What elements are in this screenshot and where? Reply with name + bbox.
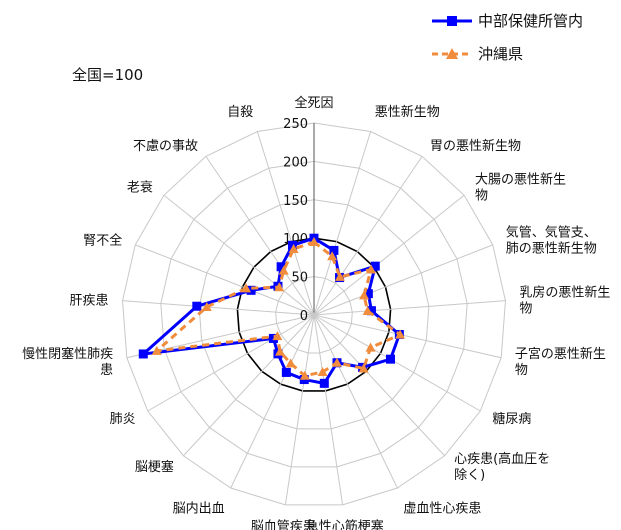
axis-label: 子宮の悪性新生物 xyxy=(515,346,606,378)
axis-label: 脳梗塞 xyxy=(135,459,174,475)
spoke-line xyxy=(313,194,465,316)
data-point-series-2 xyxy=(288,243,299,253)
radius-tick-label: 50 xyxy=(291,271,308,286)
spoke-line xyxy=(284,314,315,505)
data-point-series-1 xyxy=(287,240,297,250)
axis-label: 肺炎 xyxy=(110,412,136,427)
radius-tick-label: 200 xyxy=(283,155,308,170)
data-point-series-2 xyxy=(334,271,345,281)
axis-label: 慢性閉塞性肺疾患 xyxy=(22,346,113,378)
radius-tick-label: 250 xyxy=(283,117,308,132)
data-point-series-2 xyxy=(299,370,310,380)
data-point-series-2 xyxy=(327,251,338,261)
legend-item-series-2: 沖縄県 xyxy=(432,45,523,63)
series-2 xyxy=(151,237,406,380)
axis-label: 全死因 xyxy=(294,95,333,111)
grid-ring xyxy=(122,122,506,506)
data-point-series-2 xyxy=(241,283,252,293)
grid-ring xyxy=(198,199,430,430)
axis-label: 自殺 xyxy=(227,105,253,120)
radius-tick-label: 150 xyxy=(283,194,308,209)
axis-label: 胃の悪性新生物 xyxy=(430,138,521,154)
spoke-line xyxy=(313,131,372,316)
grid-ring xyxy=(275,276,353,354)
axis-labels: 全死因悪性新生物胃の悪性新生物大腸の悪性新生物気管、気管支、肺の悪性新生物乳房の… xyxy=(22,95,610,530)
data-point-series-2 xyxy=(366,264,377,274)
data-point-series-1 xyxy=(319,378,329,388)
data-point-series-2 xyxy=(359,290,370,300)
axis-label: 乳房の悪性新生物 xyxy=(519,285,610,317)
spoke-line xyxy=(147,314,315,412)
baseline-note: 全国=100 xyxy=(72,66,143,84)
data-point-series-2 xyxy=(275,346,286,356)
spoke-line xyxy=(313,314,445,457)
spoke-line xyxy=(313,314,344,505)
legend: 中部保健所管内 沖縄県 xyxy=(432,12,583,63)
series-line-2 xyxy=(155,240,402,378)
spoke-line xyxy=(313,156,423,316)
data-point-series-1 xyxy=(138,349,148,359)
axis-label: 老衰 xyxy=(127,180,153,196)
legend-item-series-1: 中部保健所管内 xyxy=(432,12,583,30)
axis-label: 腎不全 xyxy=(83,233,122,249)
legend-label-series-2: 沖縄県 xyxy=(478,45,523,63)
axis-label: 脳内出血 xyxy=(173,501,225,517)
series-layer xyxy=(138,233,406,388)
data-point-series-2 xyxy=(365,342,376,352)
axis-label: 肝疾患 xyxy=(70,294,109,309)
axis-label: 虚血性心疾患 xyxy=(403,502,481,517)
axis-label: 気管、気管支、肺の悪性新生物 xyxy=(506,225,597,257)
spoke-line xyxy=(313,300,506,316)
legend-label-series-1: 中部保健所管内 xyxy=(478,12,583,30)
data-point-series-2 xyxy=(358,363,369,373)
data-point-series-2 xyxy=(285,358,296,368)
radius-tick-label: 0 xyxy=(300,309,308,324)
legend-marker-series-2 xyxy=(446,48,458,59)
axis-label: 糖尿病 xyxy=(492,411,531,427)
data-point-series-2 xyxy=(309,237,319,247)
data-point-series-1 xyxy=(363,289,373,299)
spoke-line xyxy=(313,244,493,316)
data-point-series-2 xyxy=(272,331,283,341)
data-point-series-1 xyxy=(281,367,291,377)
data-point-series-2 xyxy=(151,345,162,355)
radar-grid xyxy=(122,122,506,506)
data-point-series-1 xyxy=(366,306,376,316)
legend-marker-series-1 xyxy=(447,16,457,26)
spoke-line xyxy=(135,244,315,316)
data-point-series-1 xyxy=(329,245,339,255)
axis-label: 大腸の悪性新生物 xyxy=(475,172,566,204)
data-point-series-1 xyxy=(192,301,202,311)
spoke-line xyxy=(313,314,481,412)
axis-label: 悪性新生物 xyxy=(375,104,440,120)
grid-ring xyxy=(160,160,468,468)
data-point-series-1 xyxy=(276,262,286,272)
data-point-series-1 xyxy=(385,354,395,364)
data-point-series-2 xyxy=(317,366,328,376)
data-point-series-1 xyxy=(370,261,380,271)
data-point-series-2 xyxy=(395,329,406,339)
spoke-line xyxy=(163,194,315,316)
spoke-line xyxy=(313,314,502,359)
data-point-series-1 xyxy=(246,285,256,295)
spoke-line xyxy=(230,314,315,489)
axis-label: 急性心筋梗塞 xyxy=(306,519,384,530)
axis-label: 不慮の事故 xyxy=(133,139,198,154)
spoke-line xyxy=(205,156,315,316)
spoke-line xyxy=(183,314,315,457)
data-point-series-2 xyxy=(278,265,289,275)
baseline-ring xyxy=(236,237,392,392)
spoke-line xyxy=(256,131,315,316)
data-point-series-2 xyxy=(331,357,342,367)
axis-label: 心疾患(高血圧を除く) xyxy=(454,451,550,483)
data-point-series-2 xyxy=(274,282,285,292)
spoke-line xyxy=(313,314,398,489)
data-point-series-2 xyxy=(201,301,212,311)
spoke-line xyxy=(122,300,315,316)
data-point-series-2 xyxy=(362,305,373,315)
axis-label: 脳血管疾患 xyxy=(251,520,316,530)
